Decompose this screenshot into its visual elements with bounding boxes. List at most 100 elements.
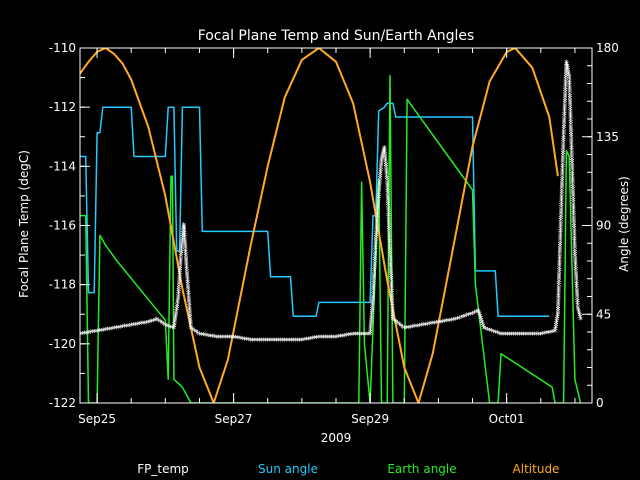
series-fp-temp-point: *	[372, 265, 377, 275]
series-fp-temp-point: *	[513, 331, 518, 341]
series-fp-temp-point: *	[158, 319, 163, 329]
y-tick-label-left: -120	[49, 337, 76, 351]
series-fp-temp-point: *	[310, 335, 315, 345]
series-fp-temp-point: *	[387, 232, 392, 242]
series-fp-temp-point: *	[519, 331, 524, 341]
series-fp-temp-point: *	[386, 197, 391, 207]
series-fp-temp-point: *	[568, 102, 573, 112]
series-fp-temp-point: *	[184, 257, 189, 267]
series-fp-temp-point: *	[573, 255, 578, 265]
series-fp-temp-point: *	[558, 237, 563, 247]
series-fp-temp-point: *	[384, 168, 389, 178]
series-fp-temp-point: *	[394, 319, 399, 329]
series-fp-temp-point: *	[571, 208, 576, 218]
series-fp-temp-point: *	[561, 144, 566, 154]
series-fp-temp-point: *	[563, 98, 568, 108]
series-fp-temp-point: *	[181, 228, 186, 238]
series-fp-temp-point: *	[221, 334, 226, 344]
y-tick-label-left: -112	[49, 100, 76, 114]
series-fp-temp-point: *	[182, 224, 187, 234]
series-fp-temp-point: *	[561, 146, 566, 156]
series-fp-temp-point: *	[482, 325, 487, 335]
series-fp-temp-point: *	[503, 331, 508, 341]
series-fp-temp-point: *	[225, 334, 230, 344]
y-tick-label-left: -110	[49, 41, 76, 55]
series-fp-temp-point: *	[564, 61, 569, 71]
series-fp-temp-point: *	[179, 249, 184, 259]
series-fp-temp-point: *	[116, 324, 121, 334]
series-fp-temp-point: *	[375, 209, 380, 219]
series-fp-temp-point: *	[276, 337, 281, 347]
series-fp-temp-point: *	[479, 315, 484, 325]
series-fp-temp-point: *	[572, 219, 577, 229]
series-fp-temp-point: *	[385, 182, 390, 192]
series-fp-temp-point: *	[570, 158, 575, 168]
series-fp-temp-point: *	[372, 263, 377, 273]
series-fp-temp-point: *	[371, 285, 376, 295]
series-fp-temp-point: *	[329, 334, 334, 344]
series-fp-temp-point: *	[466, 312, 471, 322]
series-fp-temp-point: *	[308, 335, 313, 345]
series-fp-temp-point: *	[480, 319, 485, 329]
series-fp-temp-point: *	[233, 334, 238, 344]
series-fp-temp-point: *	[568, 108, 573, 118]
series-fp-temp-point: *	[385, 175, 390, 185]
series-fp-temp-point: *	[563, 81, 568, 91]
y-tick-label-right: 90	[596, 219, 611, 233]
series-fp-temp-point: *	[563, 83, 568, 93]
series-fp-temp-point: *	[368, 325, 373, 335]
series-fp-temp-point: *	[557, 274, 562, 284]
series-fp-temp-point: *	[183, 236, 188, 246]
series-fp-temp-point: *	[381, 149, 386, 159]
series-fp-temp-point: *	[334, 334, 339, 344]
series-fp-temp-point: *	[376, 192, 381, 202]
series-fp-temp-point: *	[567, 89, 572, 99]
series-fp-temp-point: *	[567, 74, 572, 84]
series-fp-temp-point: *	[176, 298, 181, 308]
series-fp-temp-point: *	[406, 324, 411, 334]
series-fp-temp-point: *	[511, 331, 516, 341]
series-fp-temp-point: *	[385, 190, 390, 200]
series-fp-temp-point: *	[430, 320, 435, 330]
series-fp-temp-point: *	[344, 332, 349, 342]
series-fp-temp-point: *	[186, 286, 191, 296]
series-fp-temp-point: *	[219, 334, 224, 344]
series-fp-temp-point: *	[388, 253, 393, 263]
series-fp-temp-point: *	[175, 300, 180, 310]
series-fp-temp-point: *	[371, 298, 376, 308]
series-fp-temp-point: *	[562, 115, 567, 125]
series-fp-temp-point: *	[387, 221, 392, 231]
series-fp-temp-point: *	[375, 211, 380, 221]
series-fp-temp-point: *	[425, 321, 430, 331]
series-fp-temp-point: *	[382, 147, 387, 157]
series-fp-temp-point: *	[361, 331, 366, 341]
series-fp-temp-point: *	[573, 264, 578, 274]
series-fp-temp-point: *	[501, 331, 506, 341]
series-fp-temp-point: *	[575, 302, 580, 312]
series-fp-temp-point: *	[560, 174, 565, 184]
series-fp-temp-point: *	[572, 214, 577, 224]
series-fp-temp-point: *	[568, 93, 573, 103]
series-fp-temp-point: *	[557, 278, 562, 288]
series-fp-temp-point: *	[575, 298, 580, 308]
series-fp-temp-point: *	[432, 320, 437, 330]
series-fp-temp-point: *	[575, 287, 580, 297]
series-fp-temp-point: *	[576, 306, 581, 316]
series-fp-temp-point: *	[153, 317, 158, 327]
series-fp-temp-point: *	[172, 321, 177, 331]
series-fp-temp-point: *	[214, 334, 219, 344]
series-fp-temp-point: *	[560, 170, 565, 180]
series-fp-temp-point: *	[572, 216, 577, 226]
series-fp-temp-point: *	[399, 323, 404, 333]
series-fp-temp-point: *	[379, 161, 384, 171]
series-fp-temp-point: *	[110, 325, 115, 335]
series-fp-temp-point: *	[173, 315, 178, 325]
series-fp-temp-point: *	[129, 322, 134, 332]
series-fp-temp-point: *	[571, 188, 576, 198]
series-fp-temp-point: *	[172, 325, 177, 335]
series-fp-temp-point: *	[558, 232, 563, 242]
series-fp-temp-point: *	[366, 331, 371, 341]
series-fp-temp-point: *	[571, 193, 576, 203]
series-fp-temp-point: *	[285, 337, 290, 347]
